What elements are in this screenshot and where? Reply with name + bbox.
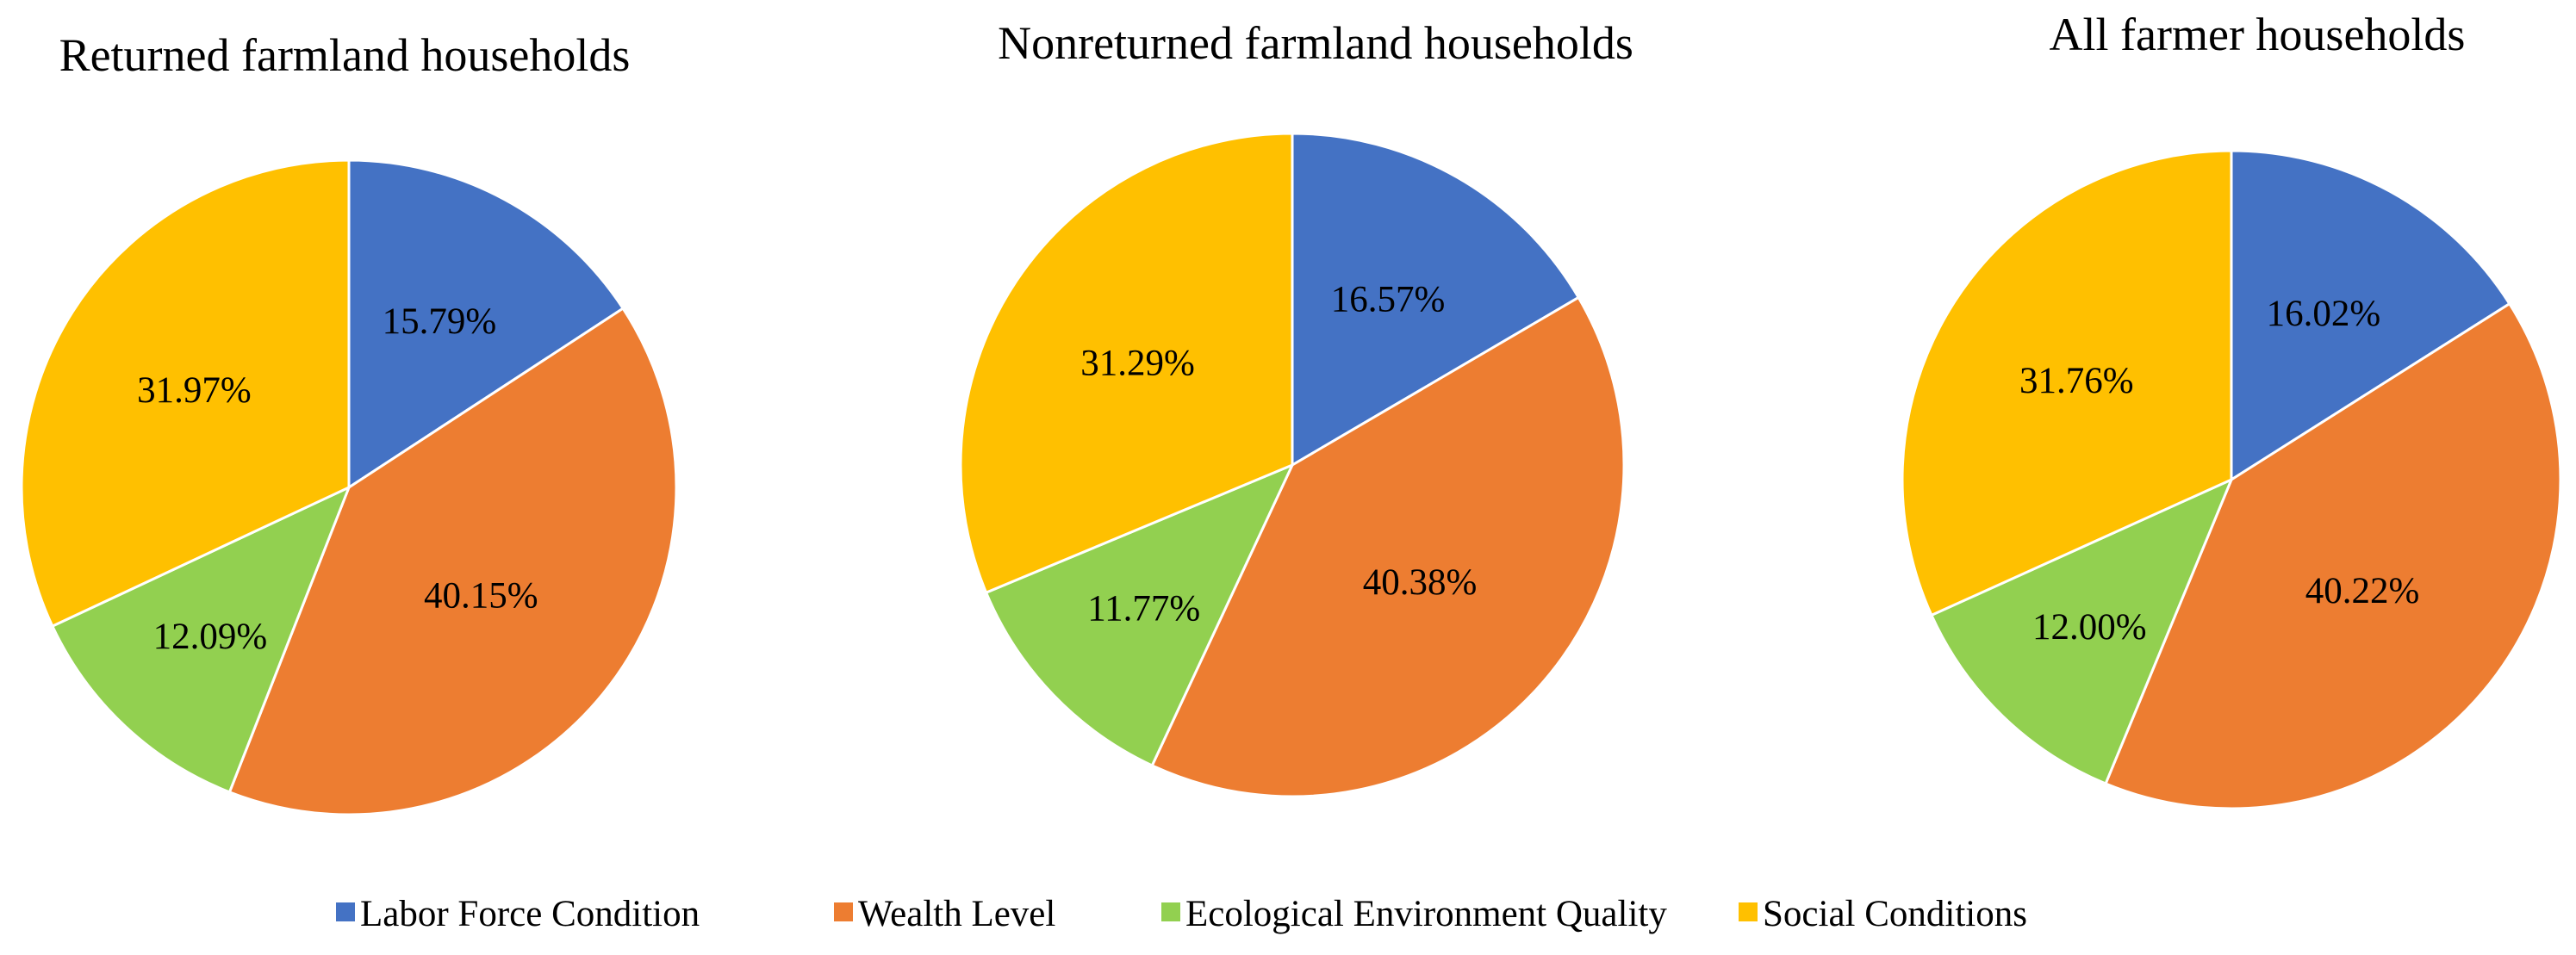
legend-swatch bbox=[1739, 902, 1758, 921]
slice-data-label: 31.97% bbox=[137, 370, 252, 411]
slice-data-label: 11.77% bbox=[1087, 588, 1200, 629]
legend-item: Social Conditions bbox=[1739, 894, 2027, 934]
slice-data-label: 31.29% bbox=[1080, 343, 1195, 383]
legend-swatch bbox=[336, 902, 355, 921]
pie-slice-labor-force-condition bbox=[2230, 149, 2511, 482]
legend-label: Ecological Environment Quality bbox=[1185, 894, 1667, 934]
legend-item: Labor Force Condition bbox=[336, 894, 700, 934]
pie-slice-social-conditions bbox=[20, 158, 351, 629]
legend-label: Wealth Level bbox=[858, 894, 1055, 934]
chart-title: Nonreturned farmland households bbox=[998, 17, 1633, 69]
legend-swatch bbox=[1161, 902, 1180, 921]
pie-slice-wealth-level bbox=[2104, 301, 2562, 810]
pie-slice-social-conditions bbox=[959, 132, 1294, 595]
legend-label: Labor Force Condition bbox=[360, 894, 700, 934]
legend-swatch bbox=[834, 902, 853, 921]
slice-data-label: 16.02% bbox=[2267, 294, 2381, 334]
slice-data-label: 31.76% bbox=[2019, 361, 2134, 401]
chart-title: Returned farmland households bbox=[59, 29, 631, 81]
pie-chart-3: All farmer households 16.02% 40.22% 12.00% 3… bbox=[1901, 9, 2562, 810]
slice-data-label: 15.79% bbox=[383, 301, 497, 342]
chart-title: All farmer households bbox=[2050, 9, 2466, 60]
slice-data-label: 40.15% bbox=[424, 576, 538, 617]
slice-data-label: 40.22% bbox=[2305, 571, 2420, 611]
slice-data-label: 12.09% bbox=[153, 617, 268, 657]
pie-slice-wealth-level bbox=[1150, 295, 1626, 798]
legend-label: Social Conditions bbox=[1763, 894, 2027, 934]
pie-slice-ecological-environment-quality bbox=[1929, 477, 2234, 785]
charts-group: Returned farmland households 15.79% 40.15%… bbox=[20, 9, 2562, 816]
slice-data-label: 16.57% bbox=[1331, 279, 1446, 319]
pie-slice-ecological-environment-quality bbox=[984, 462, 1295, 767]
slice-data-label: 12.00% bbox=[2032, 607, 2147, 648]
pie-slice-social-conditions bbox=[1901, 149, 2233, 617]
pie-slice-wealth-level bbox=[227, 307, 678, 816]
pie-chart-2: Nonreturned farmland households 16.57% 40.… bbox=[959, 17, 1633, 798]
pie-chart-1: Returned farmland households 15.79% 40.15%… bbox=[20, 29, 678, 816]
pie-slice-labor-force-condition bbox=[347, 158, 625, 490]
pie-slice-ecological-environment-quality bbox=[50, 485, 352, 794]
legend: Labor Force Condition Wealth Level Ecologi… bbox=[336, 894, 2027, 934]
legend-item: Wealth Level bbox=[834, 894, 1055, 934]
legend-item: Ecological Environment Quality bbox=[1161, 894, 1667, 934]
pie-slice-labor-force-condition bbox=[1291, 132, 1581, 468]
slice-data-label: 40.38% bbox=[1363, 562, 1478, 603]
